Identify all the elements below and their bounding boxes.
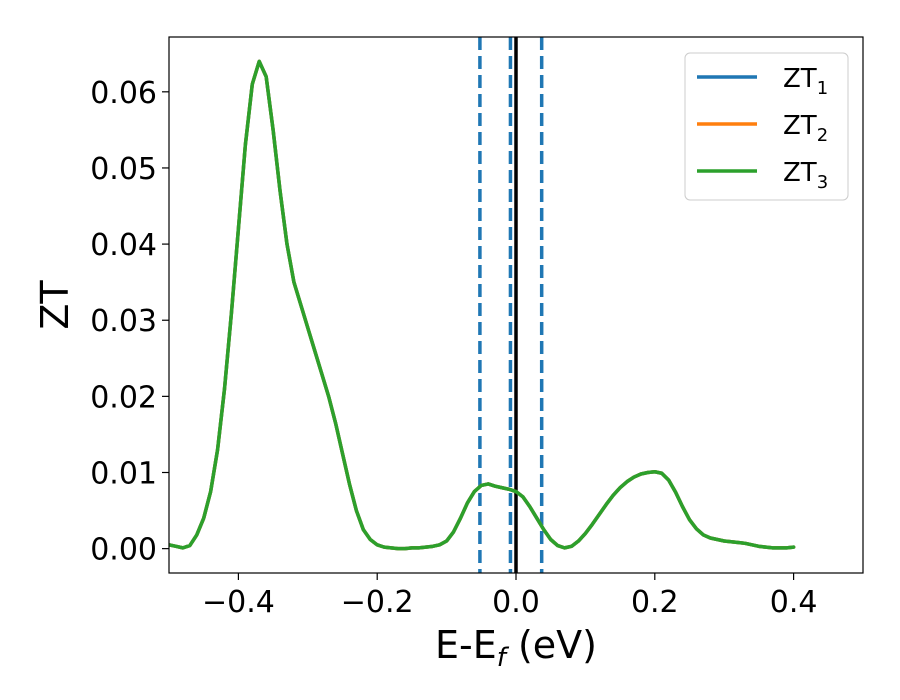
y-axis: 0.00 0.01 0.02 0.03 0.04 0.05 0.06 — [90, 76, 169, 568]
x-tick-label: −0.4 — [202, 585, 275, 620]
y-tick-label: 0.01 — [90, 457, 157, 492]
x-tick-label: −0.2 — [341, 585, 414, 620]
legend-box — [684, 52, 849, 201]
series-line-zt3 — [169, 59, 796, 551]
reference-lines — [478, 37, 544, 573]
x-axis: −0.4 −0.2 0.0 0.2 0.4 — [202, 573, 817, 620]
y-tick-label: 0.03 — [90, 304, 157, 339]
legend-label: ZT1 — [783, 64, 828, 99]
x-axis-label: E-Ef (eV) — [435, 623, 597, 673]
curves — [169, 59, 796, 551]
y-tick-label: 0.05 — [90, 152, 157, 187]
y-tick-label: 0.02 — [90, 380, 157, 415]
x-tick-label: 0.0 — [492, 585, 540, 620]
x-tick-label: 0.2 — [631, 585, 679, 620]
legend-label: ZT3 — [783, 158, 828, 193]
y-axis-label: ZT — [33, 280, 77, 330]
y-tick-label: 0.06 — [90, 76, 157, 111]
y-tick-label: 0.04 — [90, 228, 157, 263]
legend-label: ZT2 — [783, 111, 828, 146]
legend: ZT1 ZT2 ZT3 — [684, 52, 849, 201]
x-tick-label: 0.4 — [770, 585, 818, 620]
y-tick-label: 0.00 — [90, 533, 157, 568]
